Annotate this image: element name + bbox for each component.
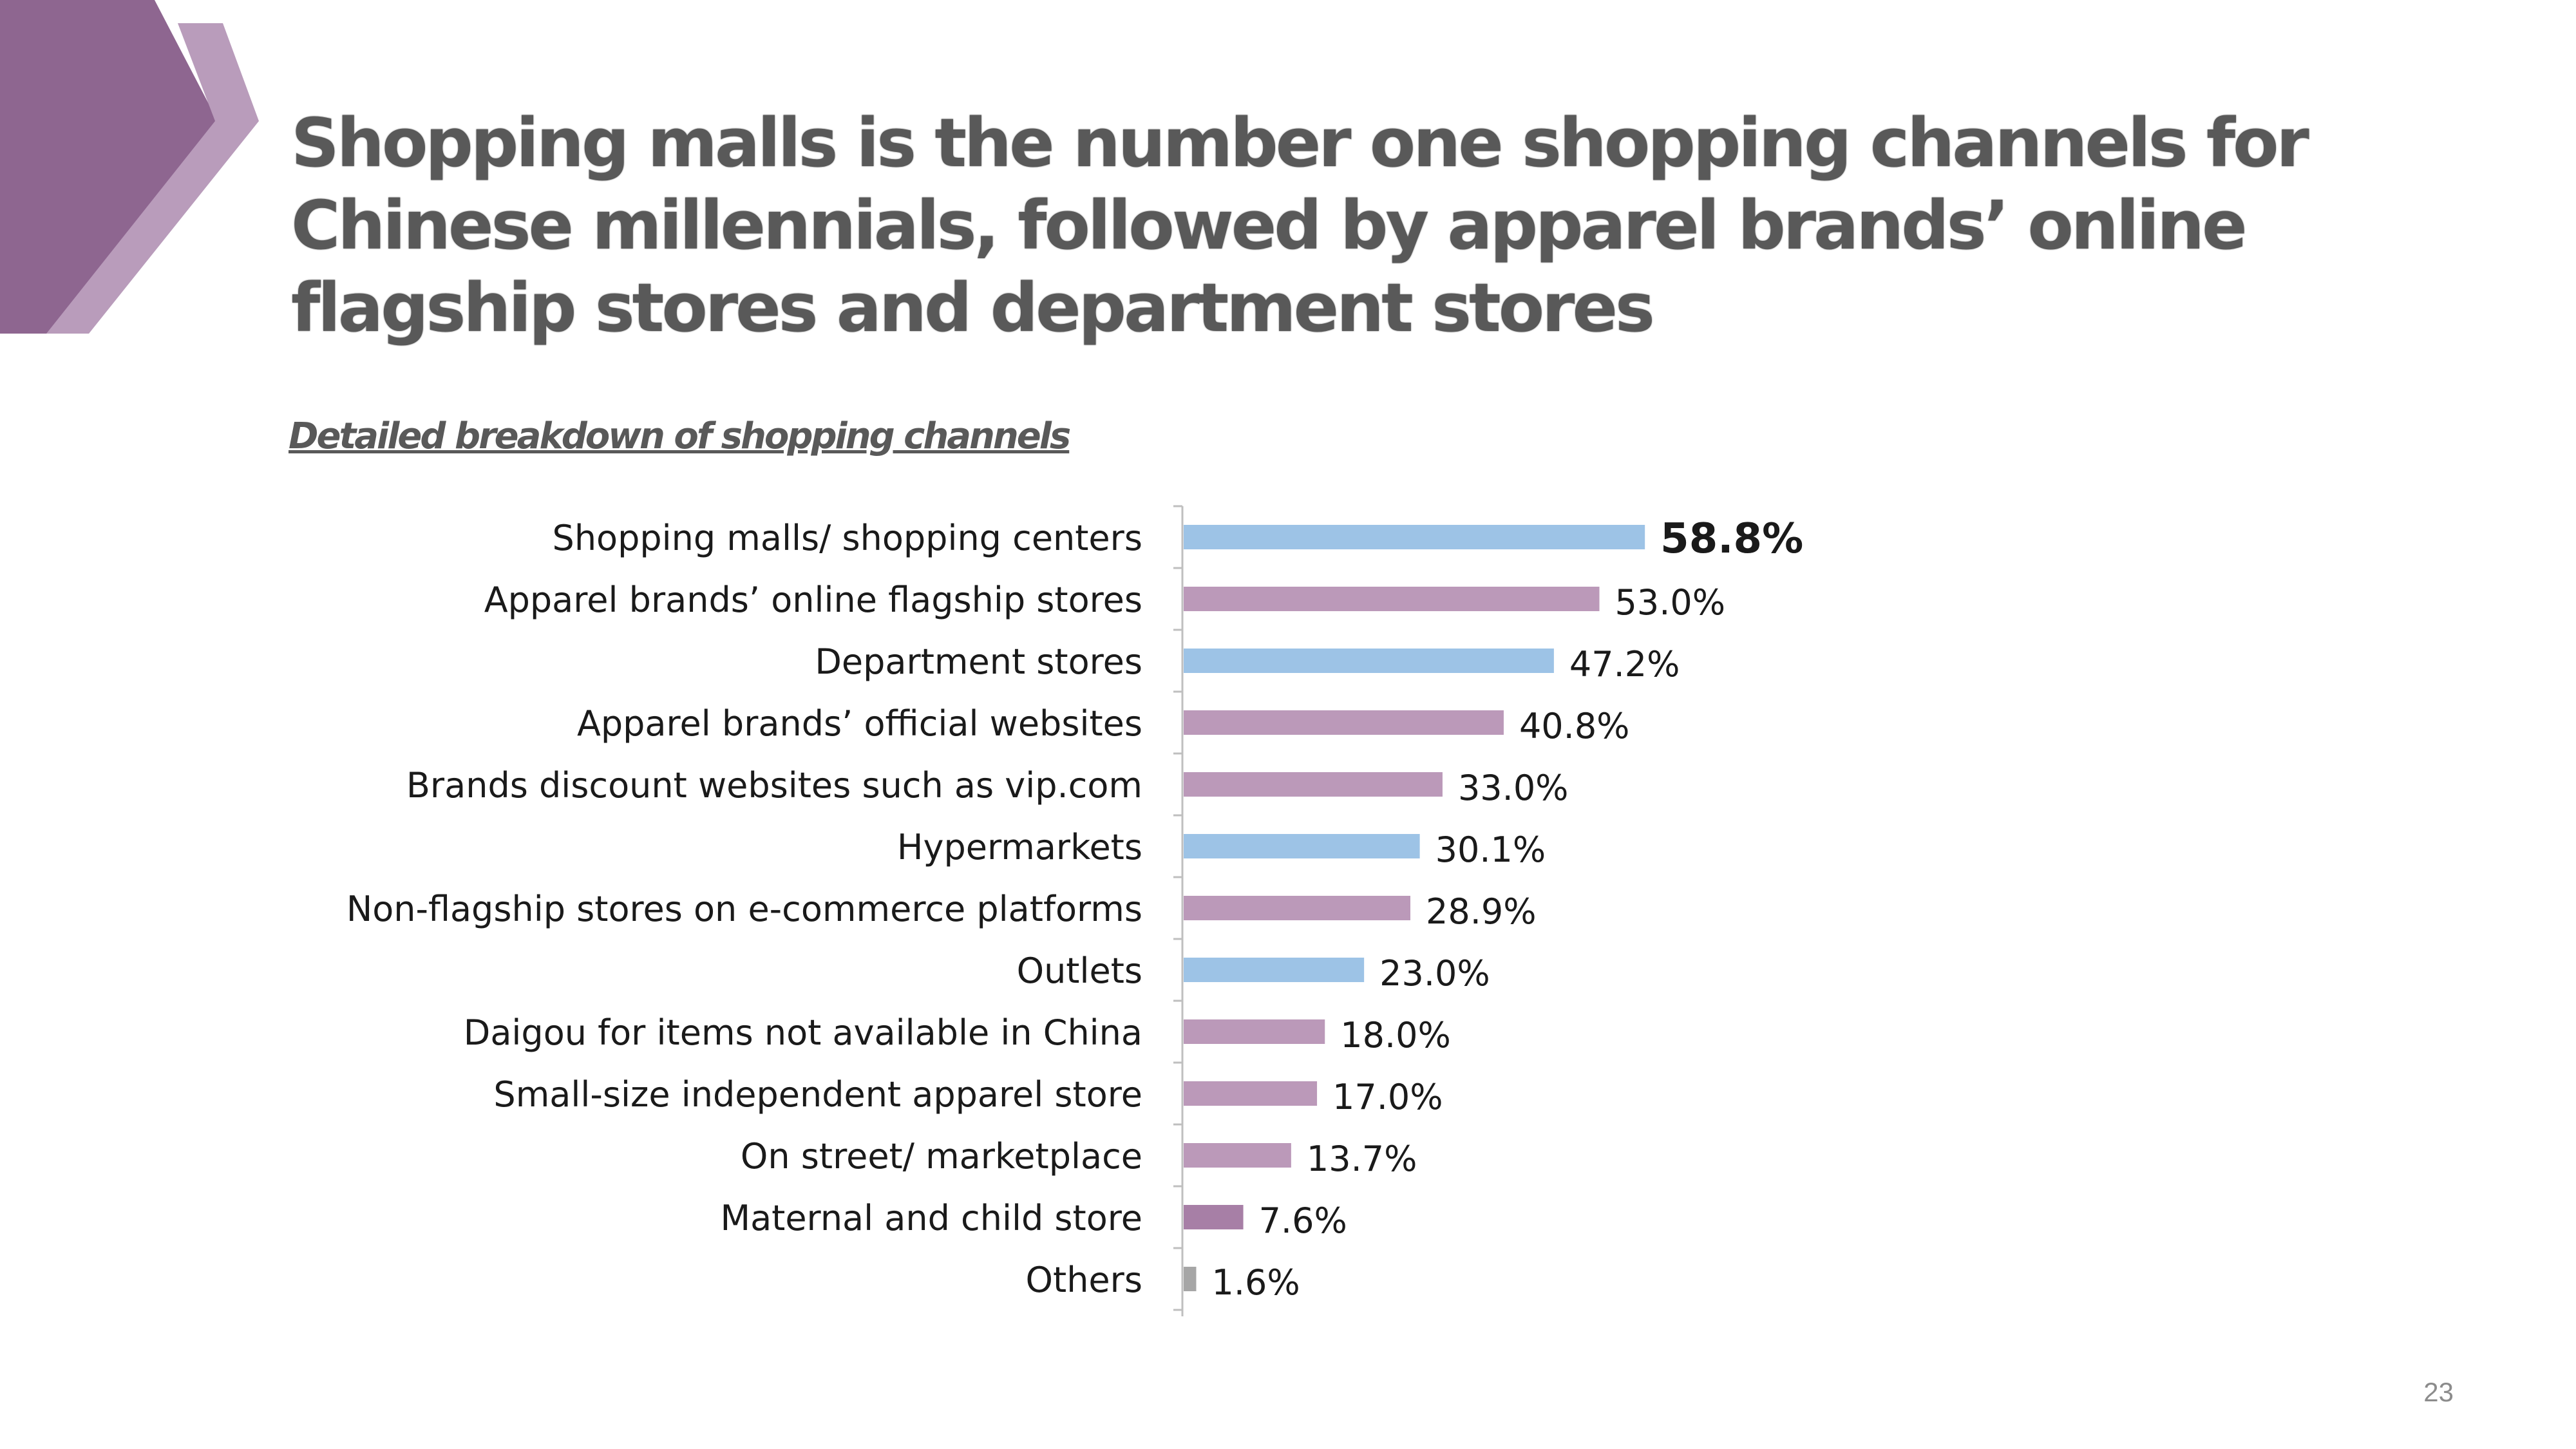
value-label: 18.0% (1340, 1015, 1451, 1056)
value-label: 47.2% (1569, 644, 1680, 685)
category-label: Apparel brands’ official websites (577, 703, 1142, 744)
shopping-channels-bar-chart: Shopping malls/ shopping centers Apparel … (346, 505, 1803, 1316)
category-labels-group: Shopping malls/ shopping centers Apparel … (346, 518, 1142, 1300)
value-label: 53.0% (1615, 582, 1726, 623)
category-label: Others (1026, 1260, 1142, 1300)
bar (1184, 834, 1420, 858)
bar (1184, 1019, 1325, 1044)
bar (1184, 649, 1554, 673)
value-label: 33.0% (1458, 768, 1569, 808)
category-label: Apparel brands’ online flagship stores (484, 580, 1142, 620)
bar (1184, 958, 1365, 982)
value-label: 40.8% (1519, 706, 1630, 746)
category-label: On street/ marketplace (741, 1136, 1142, 1177)
y-axis-ticks (1173, 505, 1182, 1311)
category-label: Non-flagship stores on e-commerce platfo… (346, 889, 1142, 929)
value-label: 17.0% (1332, 1077, 1443, 1117)
slide-decoration-chevron (0, 0, 259, 334)
bar (1184, 1143, 1291, 1168)
category-label: Maternal and child store (720, 1198, 1142, 1238)
page-number: 23 (2423, 1377, 2454, 1407)
chevron-dark-shape (0, 0, 218, 334)
value-label: 23.0% (1379, 953, 1490, 994)
bar (1184, 710, 1504, 735)
bar (1184, 1205, 1244, 1229)
category-label: Hypermarkets (897, 827, 1142, 867)
chart-subtitle: Detailed breakdown of shopping channels (289, 415, 1071, 457)
value-label: 1.6% (1211, 1262, 1300, 1303)
bars-group (1184, 525, 1645, 1291)
value-label: 13.7% (1307, 1139, 1417, 1179)
value-label: 30.1% (1435, 829, 1546, 870)
slide-title: Shopping malls is the number one shoppin… (291, 104, 2309, 347)
category-label: Small-size independent apparel store (493, 1074, 1142, 1115)
bar (1184, 1267, 1197, 1291)
bar (1184, 1081, 1318, 1106)
value-label: 28.9% (1426, 891, 1537, 932)
bar (1184, 587, 1600, 611)
value-label: 58.8% (1660, 515, 1803, 563)
category-label: Daigou for items not available in China (464, 1012, 1142, 1053)
bar (1184, 772, 1443, 797)
bar (1184, 896, 1411, 920)
value-label: 7.6% (1259, 1200, 1347, 1241)
category-label: Outlets (1017, 951, 1142, 991)
category-label: Brands discount websites such as vip.com (406, 765, 1142, 806)
category-label: Shopping malls/ shopping centers (553, 518, 1142, 558)
value-labels-group: 58.8% 53.0% 47.2% 40.8% 33.0% 30.1% 28.9% 23.0%… (1211, 515, 1803, 1303)
bar (1184, 525, 1645, 549)
category-label: Department stores (815, 641, 1142, 682)
